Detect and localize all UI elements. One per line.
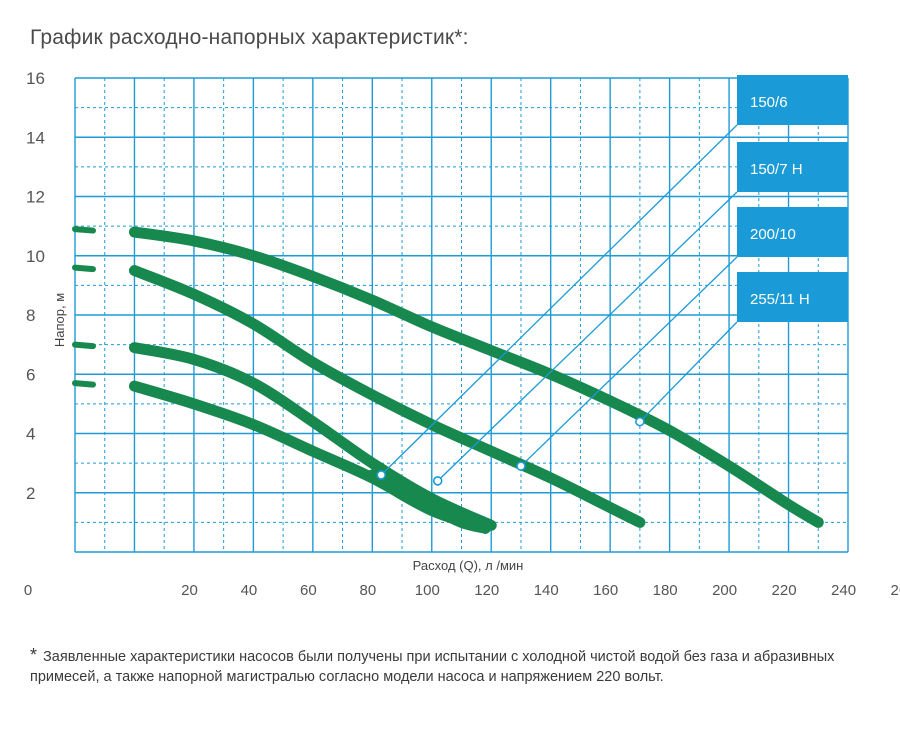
x-tick-label: 0 [24,582,32,599]
leader-line [520,256,738,467]
x-tick-label: 260 [890,582,900,599]
series-marker [376,470,387,480]
series-labels: 150/6 150/7 H 200/10 255/11 H [737,75,848,322]
leader-line [639,321,738,423]
y-tick-label: 6 [26,365,35,384]
series-tag-label: 200/10 [750,226,796,243]
y-tick-label: 12 [26,188,45,207]
x-axis-label: Расход (Q), л /мин [413,558,524,573]
leader-line [380,124,738,476]
y-tick-label: 4 [26,425,35,444]
x-tick-label: 200 [712,582,737,599]
x-tick-label: 240 [831,582,856,599]
leader-lines [376,124,738,486]
curves [72,226,824,534]
y-tick-label: 16 [26,69,45,88]
series-stub [72,264,96,273]
y-tick-label: 2 [26,484,35,503]
y-tick-label: 10 [26,247,45,266]
footnote-text: Заявленные характеристики насосов были п… [30,649,835,685]
x-tick-label: 60 [300,582,317,599]
series-line-150-7-H [128,342,497,531]
x-tick-label: 180 [653,582,678,599]
series-marker [516,461,526,471]
series-line-150-6 [366,469,491,534]
grid [74,77,849,553]
x-tick-label: 120 [474,582,499,599]
y-tick-label: 8 [26,306,35,325]
y-axis-label: Напор, м [52,293,67,347]
leader-line [437,191,738,482]
series-marker [432,476,443,486]
x-tick-label: 100 [415,582,440,599]
footnote: * Заявленные характеристики насосов были … [30,645,880,687]
series-stub [72,341,96,350]
series-tag-150-7-H [737,142,848,192]
x-tick-label: 220 [772,582,797,599]
chart-title: График расходно-напорных характеристик*: [30,26,469,49]
series-stub [72,380,96,388]
series-tag-label: 150/6 [750,94,788,111]
series-tag-200-10 [737,207,848,257]
x-tick-label: 20 [181,582,198,599]
x-tick-label: 160 [593,582,618,599]
x-tick-label: 140 [534,582,559,599]
series-line-255-11-H [128,226,824,528]
series-tag-255-11-H [737,272,848,322]
footnote-marker: * [30,645,38,665]
series-marker [635,416,645,427]
series-tag-label: 255/11 H [750,291,810,308]
x-tick-labels: 0 20 40 60 80 100 120 140 160 180 200 220 240 260 [24,582,900,599]
series-stub [72,226,96,234]
x-tick-label: 80 [360,582,377,599]
y-tick-label: 14 [26,128,45,147]
series-tag-150-6 [737,75,848,125]
series-tag-label: 150/7 H [750,161,803,178]
series-line-200-10 [128,265,646,528]
y-tick-labels: 2 4 6 8 10 12 14 16 [26,69,45,503]
x-tick-label: 40 [241,582,258,599]
